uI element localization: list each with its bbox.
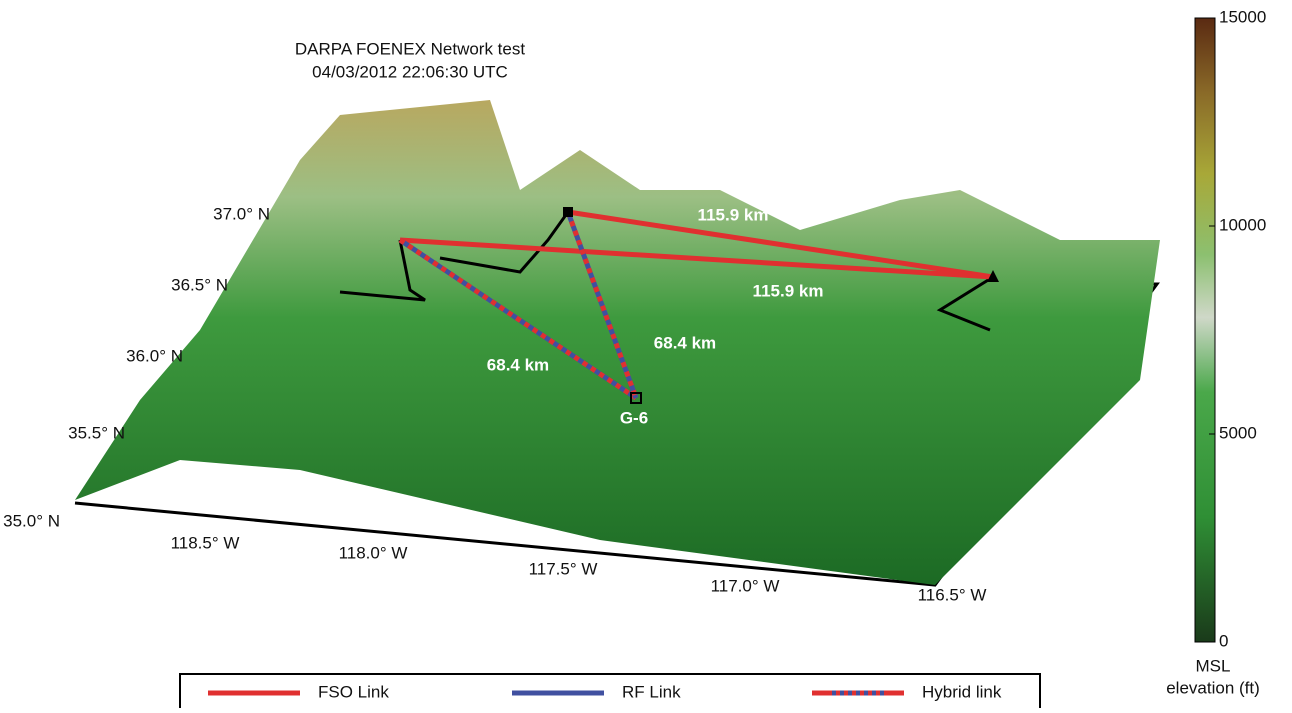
colorbar-tick-label: 10000 <box>1219 215 1266 234</box>
colorbar-label: elevation (ft) <box>1166 678 1260 697</box>
legend-label: RF Link <box>622 682 681 701</box>
lon-label: 116.5° W <box>918 585 987 604</box>
lat-label: 35.5° N <box>68 423 125 442</box>
colorbar <box>1195 18 1215 642</box>
colorbar-tick-label: 15000 <box>1219 7 1266 26</box>
lon-label: 118.5° W <box>171 533 240 552</box>
node-label: G-6 <box>620 408 648 427</box>
title: DARPA FOENEX Network test <box>295 39 525 58</box>
lat-label: 35.0° N <box>3 511 60 530</box>
page: DARPA FOENEX Network test 04/03/2012 22:… <box>0 0 1292 708</box>
node <box>563 207 573 217</box>
colorbar-label: MSL <box>1196 656 1231 675</box>
legend-label: FSO Link <box>318 682 389 701</box>
link-label: 115.9 km <box>698 205 769 224</box>
link-label: 68.4 km <box>654 333 716 352</box>
colorbar-tick-label: 5000 <box>1219 423 1257 442</box>
lon-label: 117.5° W <box>529 559 598 578</box>
lat-label: 36.0° N <box>126 346 183 365</box>
colorbar-tick-label: 0 <box>1219 631 1228 650</box>
title: 04/03/2012 22:06:30 UTC <box>312 62 508 81</box>
lon-label: 117.0° W <box>711 576 780 595</box>
link-label: 115.9 km <box>753 281 824 300</box>
lon-label: 118.0° W <box>339 543 408 562</box>
lat-label: 37.0° N <box>213 204 270 223</box>
lat-label: 36.5° N <box>171 275 228 294</box>
legend-label: Hybrid link <box>922 682 1002 701</box>
legend <box>180 674 1040 708</box>
map: DARPA FOENEX Network test 04/03/2012 22:… <box>0 0 1292 708</box>
link-label: 68.4 km <box>487 355 549 374</box>
